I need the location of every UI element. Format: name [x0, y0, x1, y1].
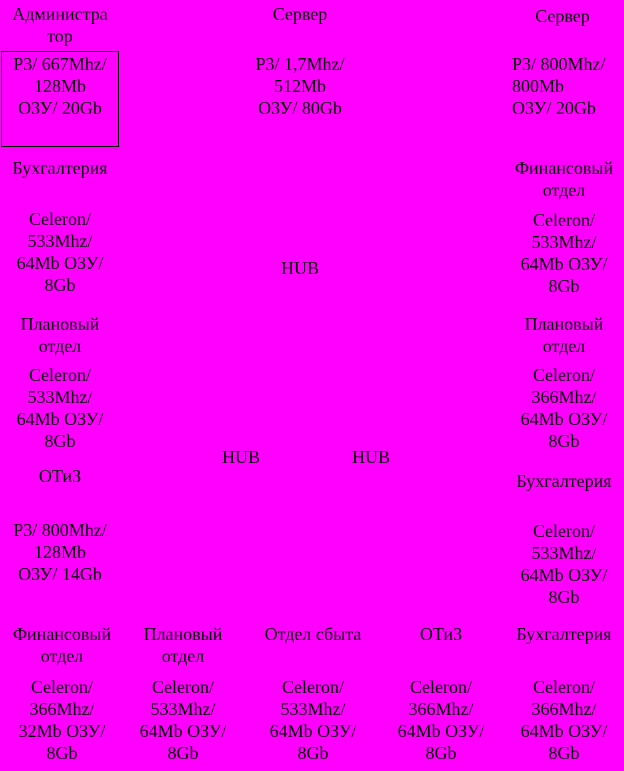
node-accounting-right-specs: Celeron/ 533Mhz/ 64Mb ОЗУ/ 8Gb	[520, 521, 608, 607]
node-server-right-specs: P3/ 800Mhz/ 800Mb ОЗУ/ 20Gb	[512, 54, 606, 118]
node-server-right-title: Сервер	[535, 6, 590, 26]
node-finance-bottom-specs: Celeron/ 366Mhz/ 32Mb ОЗУ/ 8Gb	[18, 677, 106, 763]
node-accounting-left-title: Бухгалтерия	[12, 158, 108, 178]
node-finance-right-title: Финансовый отдел	[514, 158, 614, 200]
hub-top-label: HUB	[280, 258, 319, 278]
node-planning-right-title: Плановый отдел	[524, 314, 604, 356]
hub-bottom-right-label: HUB	[351, 447, 390, 467]
hub-bottom-left-label: HUB	[221, 447, 260, 467]
node-admin-specs: P3/ 667Mhz/ 128Mb ОЗУ/ 20Gb	[13, 54, 107, 118]
node-admin-frame: P3/ 667Mhz/ 128Mb ОЗУ/ 20Gb	[1, 51, 119, 147]
node-sales-bottom-title: Отдел сбыта	[264, 624, 362, 644]
node-accounting-left-specs: Celeron/ 533Mhz/ 64Mb ОЗУ/ 8Gb	[16, 209, 104, 295]
node-finance-right-specs: Celeron/ 533Mhz/ 64Mb ОЗУ/ 8Gb	[520, 210, 608, 296]
node-finance-bottom-title: Финансовый отдел	[12, 624, 112, 666]
node-otiz-left-title: ОТиЗ	[38, 466, 82, 486]
node-otiz-bottom-specs: Celeron/ 366Mhz/ 64Mb ОЗУ/ 8Gb	[397, 677, 485, 763]
node-otiz-bottom-title: ОТиЗ	[419, 624, 463, 644]
node-accounting-right-title: Бухгалтерия	[516, 471, 612, 491]
node-planning-left-specs: Celeron/ 533Mhz/ 64Mb ОЗУ/ 8Gb	[16, 365, 104, 451]
node-accounting-bottom-title: Бухгалтерия	[516, 624, 612, 644]
node-accounting-bottom-specs: Celeron/ 366Mhz/ 64Mb ОЗУ/ 8Gb	[520, 677, 608, 763]
node-planning-right-specs: Celeron/ 366Mhz/ 64Mb ОЗУ/ 8Gb	[520, 365, 608, 451]
node-sales-bottom-specs: Celeron/ 533Mhz/ 64Mb ОЗУ/ 8Gb	[269, 677, 357, 763]
node-planning-left-title: Плановый отдел	[20, 314, 100, 356]
node-server-center-title: Сервер	[272, 4, 328, 24]
node-server-center-specs: P3/ 1,7Mhz/ 512Mb ОЗУ/ 80Gb	[255, 54, 345, 118]
node-planning-bottom-title: Плановый отдел	[143, 624, 223, 666]
node-planning-bottom-specs: Celeron/ 533Mhz/ 64Mb ОЗУ/ 8Gb	[139, 677, 227, 763]
node-otiz-left-specs: P3/ 800Mhz/ 128Mb ОЗУ/ 14Gb	[13, 520, 107, 584]
node-admin-title: Администра тор	[12, 4, 108, 46]
